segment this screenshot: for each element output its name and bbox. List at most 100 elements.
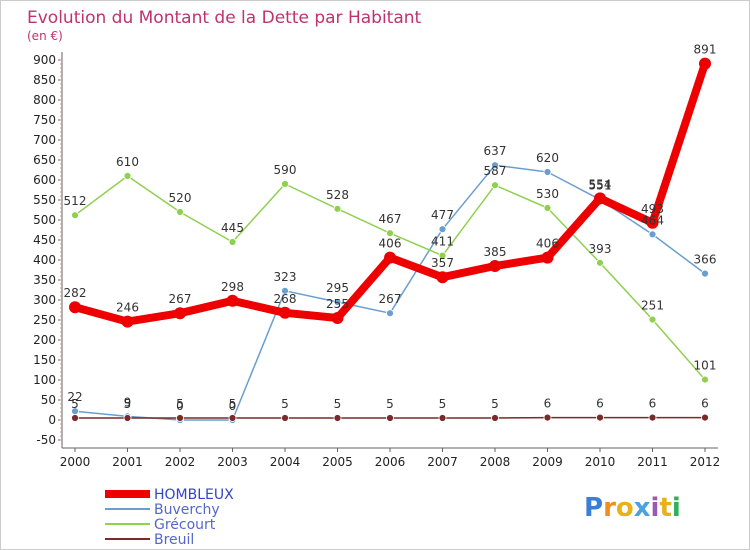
data-point bbox=[176, 208, 184, 216]
data-label: 411 bbox=[431, 235, 454, 249]
data-point bbox=[71, 211, 79, 220]
data-point bbox=[69, 301, 81, 314]
x-tick-label: 2002 bbox=[165, 455, 196, 469]
data-label: 246 bbox=[116, 301, 139, 315]
data-point bbox=[438, 225, 447, 234]
data-point bbox=[386, 309, 394, 318]
legend-label: Buverchy bbox=[154, 502, 220, 518]
data-point bbox=[123, 414, 132, 422]
y-tick-label: 200 bbox=[33, 333, 56, 347]
axes: -500501001502002503003504004505005506006… bbox=[33, 52, 720, 469]
y-tick-label: 600 bbox=[33, 173, 56, 187]
data-label: 268 bbox=[274, 292, 297, 306]
data-point bbox=[281, 414, 289, 422]
logo-letter: i bbox=[651, 493, 660, 523]
data-point bbox=[333, 204, 342, 213]
data-label: 393 bbox=[589, 242, 612, 256]
data-label: 267 bbox=[379, 292, 402, 306]
data-point bbox=[438, 251, 447, 260]
data-label: 5 bbox=[176, 397, 184, 411]
data-label: 323 bbox=[274, 270, 297, 284]
data-point bbox=[491, 414, 499, 422]
y-tick-label: 400 bbox=[33, 253, 56, 267]
data-label: 101 bbox=[694, 359, 717, 373]
data-label: 406 bbox=[536, 237, 559, 251]
data-label: 6 bbox=[544, 397, 552, 411]
data-point bbox=[543, 204, 552, 212]
data-label: 5 bbox=[281, 397, 289, 411]
data-point bbox=[596, 258, 604, 267]
x-tick-label: 2011 bbox=[637, 455, 668, 469]
data-label: 530 bbox=[536, 187, 559, 201]
data-point bbox=[699, 57, 711, 70]
data-point bbox=[543, 168, 552, 176]
data-label: 445 bbox=[221, 221, 244, 235]
data-label: 590 bbox=[274, 163, 297, 177]
logo-letter: o bbox=[616, 493, 634, 523]
data-label: 9 bbox=[124, 395, 132, 409]
data-label: 6 bbox=[596, 397, 604, 411]
x-tick-label: 2009 bbox=[532, 455, 563, 469]
data-point bbox=[543, 413, 552, 422]
data-label: 6 bbox=[649, 397, 657, 411]
data-point bbox=[701, 413, 709, 422]
data-point bbox=[701, 375, 709, 384]
data-point bbox=[701, 269, 709, 278]
data-point bbox=[281, 180, 289, 188]
data-label: 467 bbox=[379, 212, 402, 226]
x-tick-label: 2007 bbox=[427, 455, 458, 469]
y-tick-label: 0 bbox=[48, 413, 56, 427]
data-label: 385 bbox=[484, 245, 507, 259]
data-point bbox=[648, 413, 657, 422]
y-tick-label: 300 bbox=[33, 293, 56, 307]
data-label: 528 bbox=[326, 188, 349, 202]
data-label: 520 bbox=[169, 191, 192, 205]
logo-letter: x bbox=[634, 493, 651, 523]
data-point bbox=[648, 230, 657, 239]
proxiti-logo: Proxiti bbox=[584, 493, 681, 523]
y-tick-label: 650 bbox=[33, 153, 56, 167]
data-label: 5 bbox=[439, 397, 447, 411]
data-label: 255 bbox=[326, 297, 349, 311]
data-label: 587 bbox=[484, 164, 507, 178]
data-point bbox=[491, 181, 499, 190]
data-label: 610 bbox=[116, 155, 139, 169]
logo-letter: P bbox=[584, 493, 603, 523]
data-point bbox=[281, 286, 289, 295]
data-point bbox=[386, 229, 394, 238]
y-tick-label: 250 bbox=[33, 313, 56, 327]
data-point bbox=[279, 306, 291, 319]
data-point bbox=[541, 251, 554, 264]
data-label: 366 bbox=[694, 253, 717, 267]
x-tick-label: 2008 bbox=[480, 455, 511, 469]
y-tick-label: 50 bbox=[41, 393, 56, 407]
data-point bbox=[438, 414, 447, 422]
data-point bbox=[646, 216, 659, 229]
logo-letter: r bbox=[603, 493, 616, 523]
logo-letter: i bbox=[672, 493, 681, 523]
data-label: 0 bbox=[176, 399, 184, 413]
x-tick-label: 2010 bbox=[585, 455, 616, 469]
data-label: 620 bbox=[536, 151, 559, 165]
data-point bbox=[331, 312, 344, 324]
x-tick-label: 2003 bbox=[217, 455, 248, 469]
y-tick-label: 750 bbox=[33, 113, 56, 127]
data-label: 5 bbox=[229, 397, 237, 411]
data-label: 551 bbox=[589, 179, 612, 193]
y-tick-label: 900 bbox=[33, 53, 56, 67]
data-label: 477 bbox=[431, 208, 454, 222]
data-point bbox=[174, 307, 186, 320]
legend-label: HOMBLEUX bbox=[154, 487, 234, 503]
data-point bbox=[436, 271, 449, 284]
y-tick-label: 800 bbox=[33, 93, 56, 107]
y-tick-label: 700 bbox=[33, 133, 56, 147]
data-label: 512 bbox=[64, 194, 87, 208]
x-tick-label: 2004 bbox=[270, 455, 301, 469]
x-tick-label: 2012 bbox=[690, 455, 721, 469]
data-label: 554 bbox=[589, 177, 612, 191]
x-tick-label: 2000 bbox=[60, 455, 91, 469]
data-label: 891 bbox=[694, 43, 717, 57]
